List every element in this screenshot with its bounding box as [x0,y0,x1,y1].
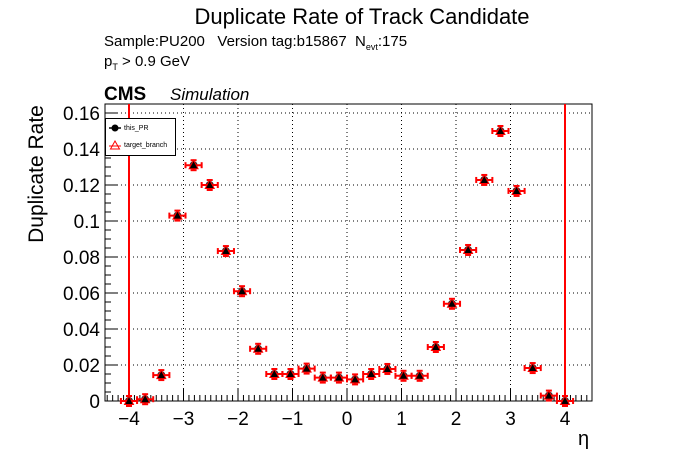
sample-subscript: evt [365,42,378,52]
y-tick-label: 0 [89,392,100,413]
y-tick-label: 0.04 [63,320,100,341]
target-branch-marker [236,285,248,296]
y-tick-label: 0.06 [63,284,100,305]
open-triangle-marker-icon [109,140,121,150]
y-tick-label: 0.12 [63,176,100,197]
simulation-label: Simulation [170,85,250,104]
legend-label: this_PR [124,124,149,132]
y-tick-label: 0.1 [74,212,100,233]
pt-subscript: T [112,62,118,72]
target-branch-marker [462,243,474,254]
target-branch-marker [446,297,458,308]
x-tick-label: 2 [451,409,462,430]
legend-entry-target-branch: target_branch [109,140,167,150]
x-tick-label: −1 [282,409,304,430]
target-branch-marker [172,209,183,220]
pt-symbol: p [104,53,113,70]
legend: this_PR target_branch [105,118,176,156]
cms-label: CMS [104,84,147,105]
target-branch-marker [495,124,506,135]
y-tick-label: 0.16 [63,104,100,125]
target-branch-marker [252,342,264,353]
target-branch-marker [511,184,522,195]
x-tick-label: 3 [505,409,516,430]
target-branch-marker [349,373,361,384]
target-branch-marker [204,178,216,189]
sample-text: Sample:PU200 Version tag:b15867 N [104,33,366,50]
target-branch-marker [155,369,167,380]
target-branch-marker [365,367,377,378]
x-tick-label: 1 [396,409,407,430]
target-branch-marker [317,371,329,382]
x-tick-label: −4 [118,409,140,430]
target-branch-marker [414,369,425,380]
target-branch-marker [269,367,280,378]
legend-label: target_branch [124,141,168,149]
legend-entry-this-pr: this_PR [109,123,149,133]
target-branch-marker [333,371,345,382]
target-branch-marker [188,159,199,170]
pt-cut-value: > 0.9 GeV [117,53,190,70]
target-branch-marker [382,362,393,373]
x-tick-label: −2 [227,409,249,430]
plot-frame [104,103,593,402]
chart-title: Duplicate Rate of Track Candidate [194,4,530,29]
pt-cut: pT > 0.9 GeV [104,53,190,72]
target-branch-marker [543,389,555,400]
target-branch-marker [478,173,490,184]
target-branch-marker [430,340,442,351]
target-branch-marker [285,367,296,378]
y-tick-label: 0.08 [63,248,100,269]
target-branch-marker [220,244,232,256]
target-branch-marker [123,394,135,405]
y-tick-label: 0.02 [63,356,100,377]
x-tick-label: −3 [173,409,195,430]
target-branch-marker [527,361,539,373]
sample-info: Sample:PU200 Version tag:b15867 Nevt:175 [104,33,407,52]
target-branch-marker [559,394,571,405]
nevt-value: :175 [377,33,408,50]
target-branch-marker [139,393,151,404]
y-tick-label: 0.14 [63,140,100,161]
x-axis-label: η [578,428,590,450]
x-tick-label: 4 [560,409,571,430]
target-branch-marker [301,362,312,373]
target-branch-marker [398,369,409,380]
filled-circle-marker-icon [109,124,121,132]
x-tick-label: 0 [342,409,353,430]
